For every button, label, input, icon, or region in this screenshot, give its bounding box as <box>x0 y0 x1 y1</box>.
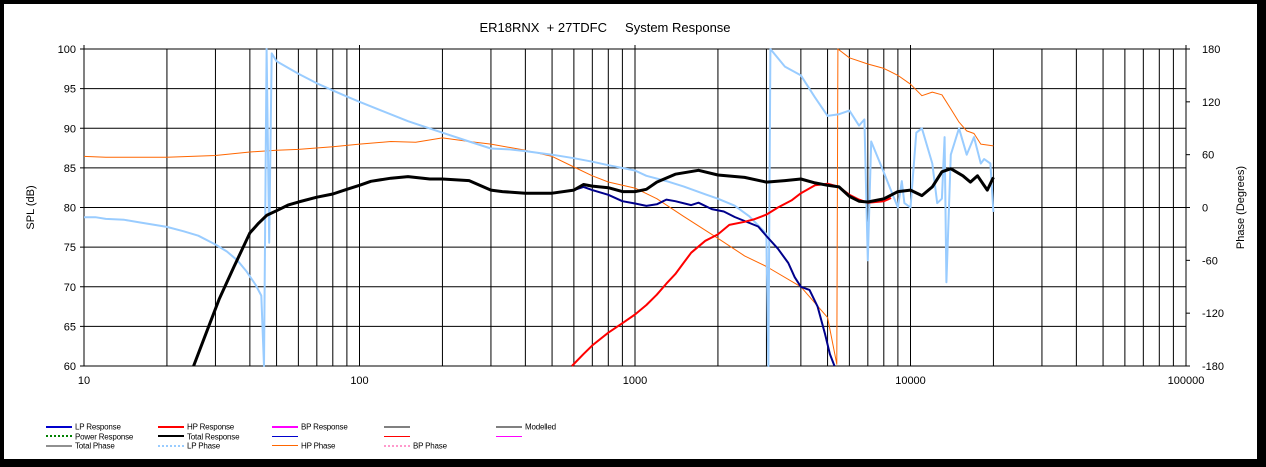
y2-tick-label: 0 <box>1202 203 1208 215</box>
legend-swatch <box>158 435 184 438</box>
x-tick-label: 100000 <box>1168 375 1205 387</box>
legend-swatch <box>46 425 72 428</box>
legend-item: LP Phase <box>158 441 220 451</box>
y-tick-label: 95 <box>64 84 76 96</box>
y-tick-label: 100 <box>58 44 76 56</box>
legend-label: BP Response <box>301 422 348 432</box>
y-tick-label: 65 <box>64 321 76 333</box>
legend-swatch <box>272 425 298 428</box>
legend-item: Modelled <box>496 422 556 432</box>
legend-label: BP Phase <box>413 441 447 451</box>
legend-item: HP Response <box>158 422 234 432</box>
legend-item: HP Phase <box>272 441 335 451</box>
legend-item: Total Phase <box>46 441 115 451</box>
legend-swatch <box>496 435 522 437</box>
legend-swatch <box>272 435 298 437</box>
legend-item: Power Response <box>46 432 133 442</box>
y2-tick-label: -180 <box>1202 361 1224 373</box>
y-tick-label: 60 <box>64 361 76 373</box>
legend-item: BP Phase <box>384 441 447 451</box>
legend-label: Modelled <box>525 422 556 432</box>
y-tick-label: 85 <box>64 163 76 175</box>
series-lp-response <box>563 185 836 367</box>
legend-item <box>272 432 301 442</box>
legend-swatch <box>46 444 72 447</box>
y2-tick-label: 60 <box>1202 150 1214 162</box>
legend-label: Total Response <box>187 431 240 441</box>
legend-item: Total Response <box>158 431 240 442</box>
y2-tick-label: 120 <box>1202 97 1220 109</box>
x-tick-label: 10 <box>78 375 90 387</box>
legend-swatch <box>384 425 410 428</box>
legend-label: HP Response <box>187 422 235 432</box>
y-axis-title: SPL (dB) <box>25 185 37 229</box>
legend-item: LP Response <box>46 422 121 432</box>
y-tick-label: 80 <box>64 203 76 215</box>
legend-swatch <box>384 444 410 447</box>
legend-label: Power Response <box>75 431 134 441</box>
y2-tick-label: 180 <box>1202 44 1220 56</box>
x-tick-label: 1000 <box>623 375 647 387</box>
chart-frame <box>4 4 1257 459</box>
legend-label: LP Phase <box>187 441 220 451</box>
x-tick-label: 10000 <box>895 375 926 387</box>
legend-item: BP Response <box>272 422 348 432</box>
legend-swatch <box>158 425 184 428</box>
y-axis-left-ticks: 100 95 90 85 80 75 70 65 60 <box>58 44 84 373</box>
chart-title: ER18RNX + 27TDFC System Response <box>479 20 731 35</box>
legend-item <box>384 422 413 432</box>
y2-tick-label: -120 <box>1202 308 1224 320</box>
legend-label: LP Response <box>75 422 121 432</box>
legend-swatch <box>46 435 72 438</box>
series-total-response <box>192 167 995 367</box>
grid-lines <box>83 45 1187 367</box>
legend-item <box>496 432 525 442</box>
legend-swatch <box>272 445 298 447</box>
y2-tick-label: -60 <box>1202 255 1218 267</box>
legend-swatch <box>496 425 522 428</box>
series-lp-phase <box>84 48 995 367</box>
legend-item <box>384 432 413 442</box>
y-tick-label: 70 <box>64 282 76 294</box>
y-tick-label: 75 <box>64 242 76 254</box>
series-hp-phase <box>84 48 994 365</box>
legend-label: HP Phase <box>301 441 336 451</box>
legend-label: Total Phase <box>75 441 115 451</box>
legend-swatch <box>384 435 410 437</box>
x-tick-label: 100 <box>350 375 368 387</box>
y-tick-label: 90 <box>64 123 76 135</box>
x-axis-ticks: 10 100 1000 10000 100000 <box>78 375 1204 387</box>
data-series <box>84 48 995 367</box>
series-hp-response <box>571 182 892 367</box>
y-axis-right-ticks: 180 120 60 0 -60 -120 -180 <box>1186 44 1224 373</box>
y2-axis-title: Phase (Degrees) <box>1235 166 1247 249</box>
legend-swatch <box>158 444 184 447</box>
